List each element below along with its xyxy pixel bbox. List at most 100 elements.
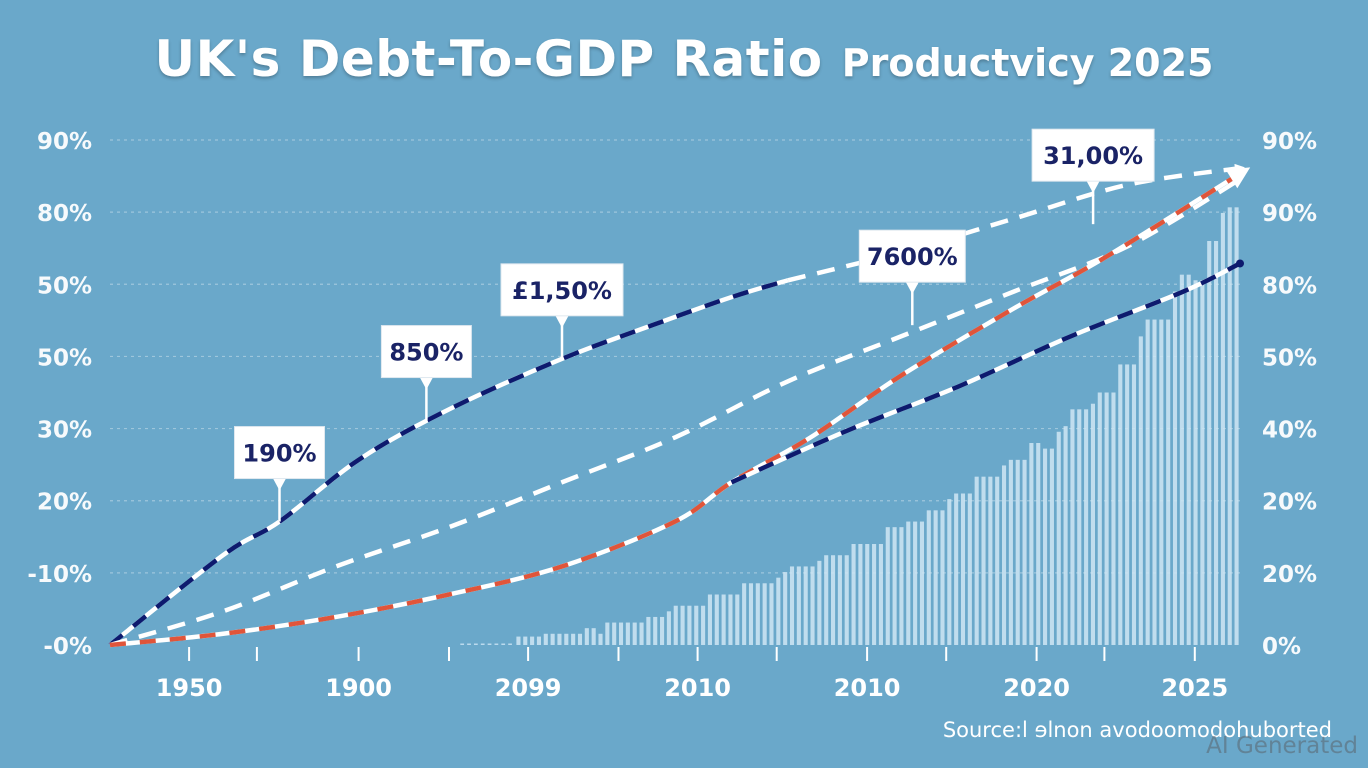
callout-pointer: [905, 281, 920, 295]
callout-box: [234, 426, 325, 480]
bar: [872, 544, 877, 645]
bar: [865, 544, 870, 645]
bar: [885, 527, 890, 645]
y-left-tick-label: -0%: [43, 634, 92, 660]
series-line-2: [109, 177, 1242, 648]
bar: [1179, 274, 1184, 645]
bar: [564, 633, 569, 645]
bar: [1166, 319, 1171, 645]
bar: [844, 555, 849, 645]
bar: [460, 643, 465, 645]
bar: [557, 633, 562, 645]
bar: [653, 616, 658, 645]
bar: [1049, 448, 1054, 645]
bar: [605, 622, 610, 645]
y-axis-left: 90% 80% 50% 50% 30% 20% -10% -0%: [27, 129, 92, 660]
y-left-tick-label: 80%: [37, 201, 92, 227]
series-line-1: [787, 163, 1245, 283]
bar: [1227, 207, 1232, 646]
bar: [974, 476, 979, 645]
bar: [810, 566, 815, 645]
x-tick-label: 2010: [664, 674, 731, 702]
bar: [1022, 459, 1027, 645]
y-right-tick-label: 80%: [1262, 273, 1317, 299]
bar: [1097, 392, 1102, 645]
callout-box: [500, 263, 624, 317]
series-lines: [108, 163, 1251, 648]
bar: [947, 499, 952, 645]
series-line-3: [109, 171, 1242, 648]
arrow-icon: [1225, 167, 1251, 189]
bar: [1111, 392, 1116, 645]
chart-title: UK's Debt-To-GDP Ratio: [154, 30, 823, 88]
bar: [1090, 403, 1096, 645]
y-left-tick-label: 30%: [37, 418, 92, 444]
bar: [995, 476, 1000, 645]
bar: [1207, 241, 1212, 645]
bar: [824, 555, 829, 645]
bar: [1172, 291, 1178, 645]
bar: [892, 527, 897, 645]
bar: [646, 616, 651, 645]
y-right-tick-label: 50%: [1262, 345, 1317, 371]
bar: [487, 643, 492, 645]
bar: [1077, 409, 1082, 645]
bar: [1029, 443, 1034, 645]
bar: [612, 622, 617, 645]
series-line-0: [108, 278, 789, 647]
bar: [639, 622, 644, 645]
bar: [878, 544, 883, 645]
bar: [577, 633, 583, 645]
chart-subtitle: Productvicy 2025: [841, 41, 1214, 85]
bar: [1131, 364, 1137, 645]
bar: [762, 583, 767, 645]
bar: [954, 493, 959, 645]
bar: [660, 616, 665, 645]
bar: [919, 521, 925, 645]
y-left-tick-label: 90%: [37, 129, 92, 155]
bar: [598, 633, 603, 645]
bar: [536, 636, 542, 645]
bar: [666, 611, 671, 645]
bar: [1001, 465, 1007, 645]
x-axis: 1950 1900 2099 2010 2010 2020 2025: [156, 647, 1228, 702]
callout-label: 190%: [242, 440, 316, 468]
bar: [680, 605, 685, 645]
callout: 31,00%: [1031, 128, 1155, 225]
bar: [467, 643, 471, 645]
bar: [769, 583, 774, 645]
bar: [1084, 409, 1089, 645]
bar: [906, 521, 911, 645]
y-right-tick-label: 90%: [1262, 201, 1317, 227]
bar: [817, 560, 822, 645]
bar: [480, 643, 485, 645]
source-note: Source:l ɘlnon avodoomodohuborted: [942, 718, 1332, 742]
bar: [748, 583, 754, 645]
bar: [516, 636, 521, 645]
bar: [803, 566, 808, 645]
bar: [899, 527, 904, 645]
bar: [837, 555, 842, 645]
callout-label: 7600%: [867, 243, 958, 271]
bar: [701, 605, 706, 645]
bar: [1036, 443, 1041, 645]
bar: [550, 633, 555, 645]
bar: [530, 636, 535, 645]
bar: [1193, 280, 1198, 645]
y-left-tick-label: -10%: [27, 562, 92, 588]
bar: [940, 510, 945, 645]
bar: [1118, 364, 1123, 645]
y-right-tick-label: 0%: [1262, 634, 1301, 660]
bar: [523, 636, 528, 645]
x-tick-label: 1900: [325, 674, 392, 702]
callout: 190%: [234, 426, 325, 522]
bar: [735, 594, 740, 645]
bar: [1220, 212, 1225, 645]
bar: [1008, 459, 1013, 645]
x-tick-label: 2010: [834, 674, 901, 702]
y-right-tick-label: 20%: [1262, 562, 1317, 588]
bar: [694, 605, 699, 645]
bar: [591, 628, 596, 645]
bars: [460, 207, 1239, 646]
